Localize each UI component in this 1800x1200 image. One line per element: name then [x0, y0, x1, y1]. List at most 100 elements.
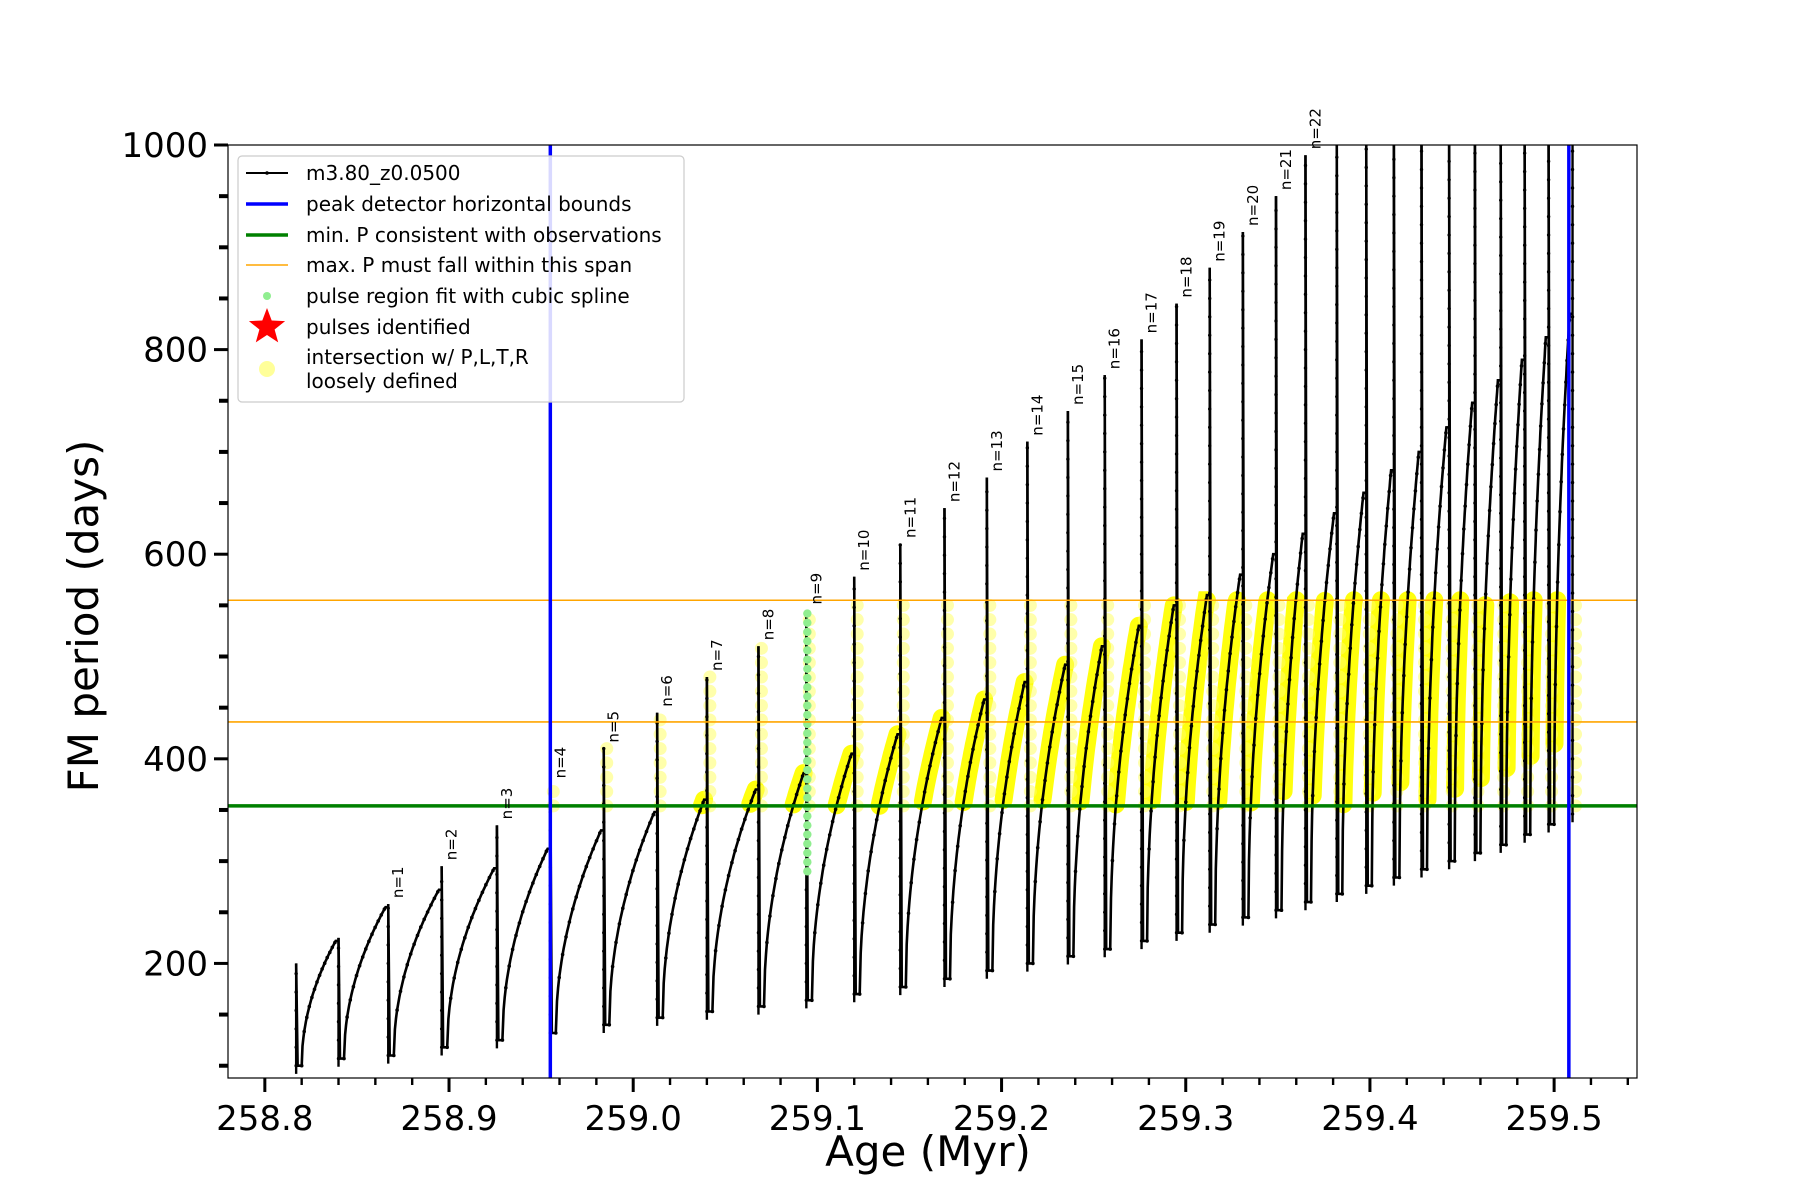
data-point [1499, 585, 1503, 589]
data-point [439, 935, 444, 939]
data-point [1473, 519, 1477, 524]
data-point [1303, 826, 1308, 831]
intersection-point [1064, 656, 1078, 670]
data-point [1570, 609, 1575, 614]
data-point [1103, 928, 1107, 933]
data-point [1392, 176, 1396, 180]
data-point [1303, 182, 1308, 186]
data-point [1546, 362, 1551, 366]
data-point [1066, 936, 1070, 940]
data-point [1303, 753, 1308, 757]
data-point [637, 848, 642, 852]
data-point [631, 868, 635, 873]
data-point [336, 983, 341, 987]
intersection-point [940, 656, 954, 670]
data-point [1103, 615, 1107, 620]
data-point [333, 940, 337, 945]
data-point [1364, 239, 1368, 243]
data-point [985, 526, 989, 531]
data-point [1066, 659, 1070, 664]
data-point [1419, 665, 1424, 669]
data-point [398, 989, 403, 994]
data-point [1546, 233, 1551, 237]
data-point [1310, 793, 1315, 798]
data-point [985, 895, 989, 899]
data-point [1447, 472, 1451, 477]
data-point [1207, 388, 1212, 393]
data-point [1182, 838, 1186, 843]
data-point [1419, 370, 1424, 374]
data-point [1303, 495, 1308, 499]
data-point [1570, 407, 1575, 411]
data-point [1241, 289, 1245, 293]
data-point [1066, 586, 1070, 590]
data-point [1543, 341, 1548, 346]
intersection-point [653, 756, 667, 770]
data-point [1439, 484, 1444, 489]
data-point [1132, 653, 1136, 658]
data-point [1222, 708, 1227, 713]
intersection-point [1239, 756, 1253, 770]
intersection-point [1521, 770, 1535, 784]
intersection-point [1101, 770, 1115, 784]
data-point [1392, 452, 1396, 456]
intersection-point [703, 684, 717, 698]
cycle-curve [985, 477, 1028, 972]
data-point [1040, 798, 1045, 802]
data-point [1207, 554, 1212, 558]
intersection-point [1569, 699, 1583, 713]
data-point [1419, 315, 1424, 319]
intersection-point [850, 756, 864, 770]
intersection-point [1301, 627, 1315, 641]
spline-fit-point [803, 627, 812, 637]
data-point [1473, 777, 1477, 781]
data-point [1499, 290, 1503, 295]
data-point [985, 490, 989, 494]
intersection-point [1023, 785, 1037, 799]
data-point [1512, 491, 1517, 496]
data-point [898, 635, 902, 639]
data-point [1350, 623, 1354, 627]
data-point [1447, 748, 1451, 753]
intersection-point [1101, 742, 1115, 756]
data-point [1066, 696, 1070, 701]
data-point [1364, 460, 1368, 464]
data-point [1570, 223, 1575, 227]
data-point [1241, 510, 1245, 514]
intersection-point [1521, 742, 1535, 756]
data-point [1522, 685, 1527, 689]
data-point [1499, 530, 1503, 534]
data-point [1163, 663, 1167, 667]
data-point [1335, 615, 1339, 620]
data-point [891, 745, 896, 750]
data-point [1095, 672, 1099, 677]
data-point [1447, 288, 1451, 292]
spline-fit-point [803, 793, 812, 802]
data-point [1570, 204, 1575, 209]
data-point [1433, 571, 1438, 575]
data-point [1406, 590, 1410, 594]
data-point [1303, 716, 1308, 720]
data-point [567, 920, 572, 924]
data-point [756, 986, 761, 990]
data-point [1447, 214, 1451, 219]
data-point [1241, 363, 1245, 367]
data-point [942, 756, 947, 760]
data-point [1522, 630, 1527, 634]
data-point [1267, 585, 1271, 590]
intersection-point [1138, 742, 1152, 756]
data-point [1364, 773, 1368, 777]
data-point [1419, 867, 1424, 872]
data-point [985, 729, 989, 733]
data-point [1419, 757, 1424, 761]
data-point [1207, 425, 1212, 430]
data-point [1125, 696, 1130, 701]
data-point [1002, 792, 1007, 796]
data-point [1289, 655, 1293, 660]
cycle-curve [1103, 375, 1142, 951]
data-point [1174, 875, 1179, 880]
data-point [1174, 691, 1179, 696]
data-point [701, 800, 705, 805]
data-point [1335, 284, 1339, 288]
